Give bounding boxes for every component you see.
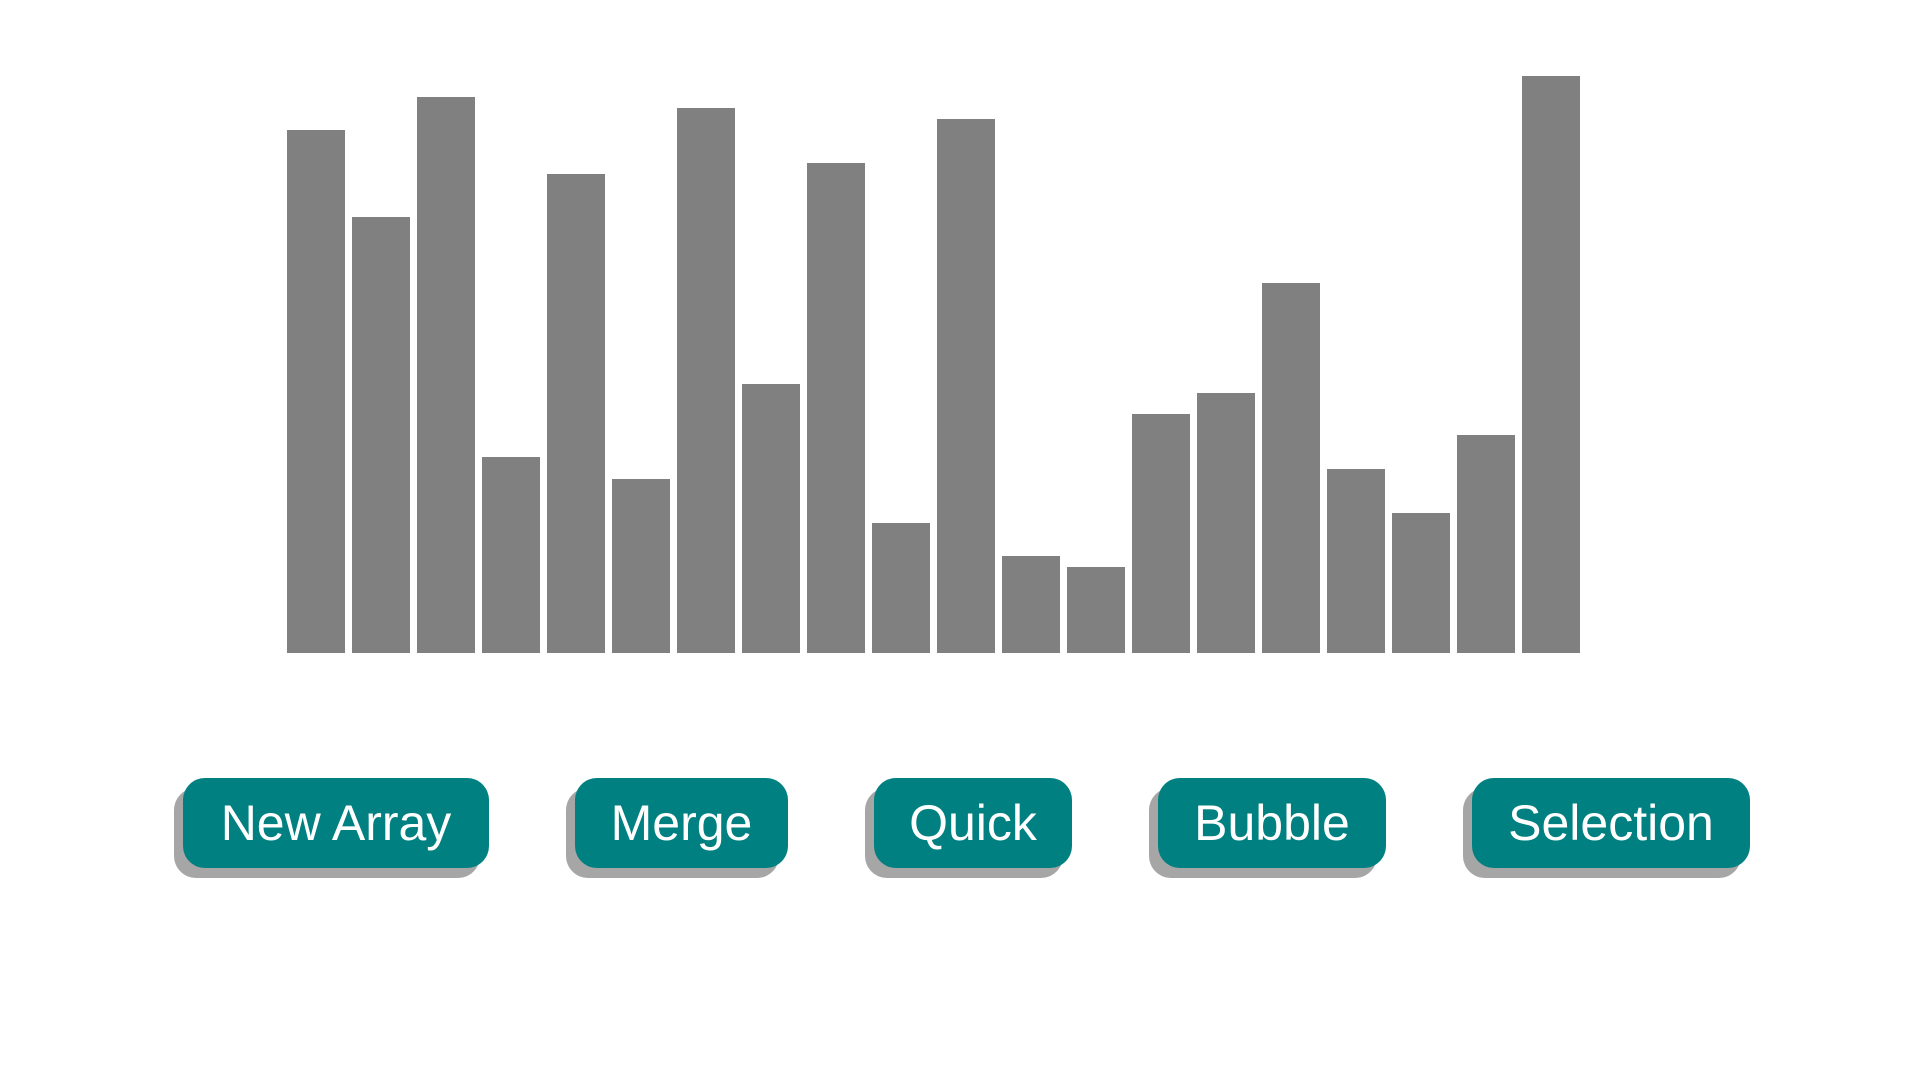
array-bar: [1457, 435, 1515, 653]
merge-sort-button[interactable]: Merge: [575, 778, 788, 868]
array-bar: [612, 479, 670, 653]
array-bar: [937, 119, 995, 653]
array-bar: [547, 174, 605, 653]
quick-sort-button[interactable]: Quick: [874, 778, 1072, 868]
array-bar: [482, 457, 540, 653]
array-bar: [1327, 469, 1385, 653]
array-bar: [742, 384, 800, 653]
array-bar: [1262, 283, 1320, 653]
sort-controls: New Array Merge Quick Bubble Selection: [0, 778, 1920, 888]
bubble-sort-button[interactable]: Bubble: [1158, 778, 1386, 868]
array-bar: [807, 163, 865, 653]
array-bar: [1002, 556, 1060, 653]
array-bar: [417, 97, 475, 653]
array-bar: [872, 523, 930, 653]
array-bar: [287, 130, 345, 653]
new-array-button[interactable]: New Array: [183, 778, 489, 868]
array-visualizer: [287, 0, 1583, 653]
array-bar: [1067, 567, 1125, 653]
array-bar: [1132, 414, 1190, 653]
array-bar: [1392, 513, 1450, 653]
selection-sort-button[interactable]: Selection: [1472, 778, 1750, 868]
array-bar: [1522, 76, 1580, 653]
array-bar: [352, 217, 410, 653]
array-bar: [1197, 393, 1255, 653]
array-bar: [677, 108, 735, 653]
